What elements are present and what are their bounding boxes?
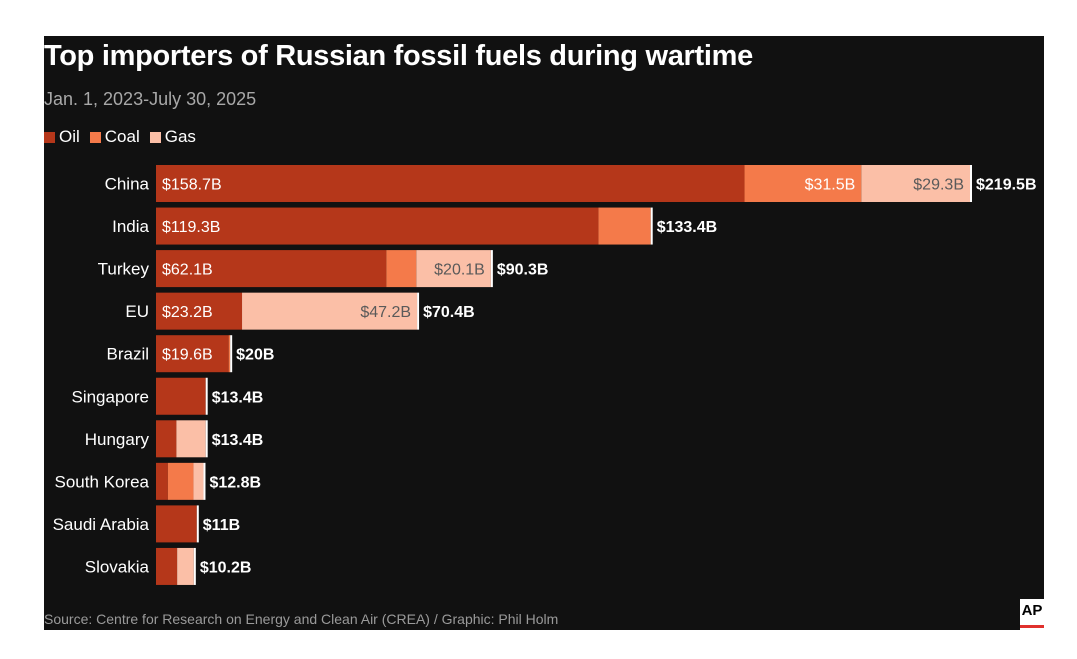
category-label-india: India xyxy=(112,217,149,236)
bar-oil-saudi-arabia xyxy=(156,505,197,543)
bar-end-marker-eu xyxy=(417,292,420,330)
bar-end-marker-brazil xyxy=(230,335,233,373)
total-label-saudi-arabia: $11B xyxy=(203,517,240,534)
bar-oil-hungary xyxy=(156,420,177,458)
category-label-brazil: Brazil xyxy=(106,345,149,364)
legend-swatch-oil xyxy=(44,131,55,143)
total-label-eu: $70.4B xyxy=(423,304,475,321)
bar-coal-india xyxy=(598,207,651,245)
segment-label-oil-eu: $23.2B xyxy=(162,304,213,321)
bar-oil-india xyxy=(156,207,599,245)
total-label-brazil: $20B xyxy=(236,347,274,364)
segment-label-coal-china: $31.5B xyxy=(805,177,856,194)
total-label-singapore: $13.4B xyxy=(212,389,264,406)
bar-gas-slovakia xyxy=(177,547,194,585)
legend-label-coal: Coal xyxy=(104,127,140,146)
bar-end-marker-singapore xyxy=(205,377,208,415)
category-label-south-korea: South Korea xyxy=(54,472,149,491)
legend-label-gas: Gas xyxy=(164,127,196,146)
bar-oil-turkey xyxy=(156,250,387,288)
bar-chart: China $158.7B $31.5B $29.3B $219.5B India $119… xyxy=(53,165,1037,585)
bar-coal-china xyxy=(744,165,862,202)
bar-end-marker-turkey xyxy=(490,250,493,288)
bar-gas-china xyxy=(861,165,970,202)
category-label-hungary: Hungary xyxy=(85,430,150,449)
legend-swatch-coal xyxy=(89,131,101,143)
chart-subtitle: Jan. 1, 2023-July 30, 2025 xyxy=(44,89,257,109)
bar-end-marker-south-korea xyxy=(203,462,206,500)
legend-label-oil: Oil xyxy=(59,127,80,146)
legend-item-coal: Coal xyxy=(89,127,140,147)
ap-logo-bar xyxy=(1020,625,1044,628)
bar-oil-eu xyxy=(156,292,243,330)
bar-oil-brazil xyxy=(156,335,229,373)
chart-panel: Top importers of Russian fossil fuels du… xyxy=(44,36,1044,630)
legend-swatch-gas xyxy=(149,131,161,143)
total-label-hungary: $13.4B xyxy=(212,432,264,449)
bar-gas-hungary xyxy=(176,420,206,458)
source-note: Source: Centre for Research on Energy an… xyxy=(44,611,559,627)
total-label-india: $133.4B xyxy=(657,219,718,236)
bar-end-marker-saudi-arabia xyxy=(196,505,199,543)
segment-label-oil-brazil: $19.6B xyxy=(162,347,213,364)
category-label-saudi-arabia: Saudi Arabia xyxy=(53,515,150,534)
bar-coal-turkey xyxy=(386,250,417,288)
segment-label-oil-india: $119.3B xyxy=(162,219,220,236)
legend-item-oil: Oil xyxy=(44,127,80,147)
bar-end-marker-china xyxy=(970,165,972,202)
category-label-singapore: Singapore xyxy=(71,387,149,406)
category-label-eu: EU xyxy=(125,302,149,321)
ap-logo: AP xyxy=(1020,599,1044,630)
category-label-china: China xyxy=(105,175,150,194)
segment-label-oil-turkey: $62.1B xyxy=(162,262,213,279)
bar-end-marker-slovakia xyxy=(193,547,196,585)
total-label-china: $219.5B xyxy=(976,177,1037,194)
segment-label-gas-turkey: $20.1B xyxy=(434,262,485,279)
category-label-turkey: Turkey xyxy=(98,260,150,279)
bar-gas-eu xyxy=(242,292,418,330)
segment-label-oil-china: $158.7B xyxy=(162,177,222,194)
total-label-turkey: $90.3B xyxy=(497,262,549,279)
category-label-slovakia: Slovakia xyxy=(85,557,150,576)
bar-oil-slovakia xyxy=(156,547,178,585)
ap-logo-text: AP xyxy=(1021,602,1043,619)
bar-coal-brazil xyxy=(228,335,231,373)
total-label-south-korea: $12.8B xyxy=(209,474,261,491)
total-label-slovakia: $10.2B xyxy=(200,559,252,576)
segment-label-gas-eu: $47.2B xyxy=(360,304,411,321)
bar-end-marker-hungary xyxy=(205,420,208,458)
bar-coal-south-korea xyxy=(167,462,194,500)
segment-label-gas-china: $29.3B xyxy=(913,177,964,194)
bar-gas-south-korea xyxy=(193,462,204,500)
bar-oil-singapore xyxy=(156,377,206,415)
bar-end-marker-india xyxy=(650,207,653,245)
bar-oil-south-korea xyxy=(156,462,168,500)
bar-gas-turkey xyxy=(416,250,491,288)
bar-oil-china xyxy=(156,165,745,202)
legend-item-gas: Gas xyxy=(149,127,196,147)
chart-title: Top importers of Russian fossil fuels du… xyxy=(44,40,753,72)
legend: Oil Coal Gas xyxy=(44,127,206,147)
